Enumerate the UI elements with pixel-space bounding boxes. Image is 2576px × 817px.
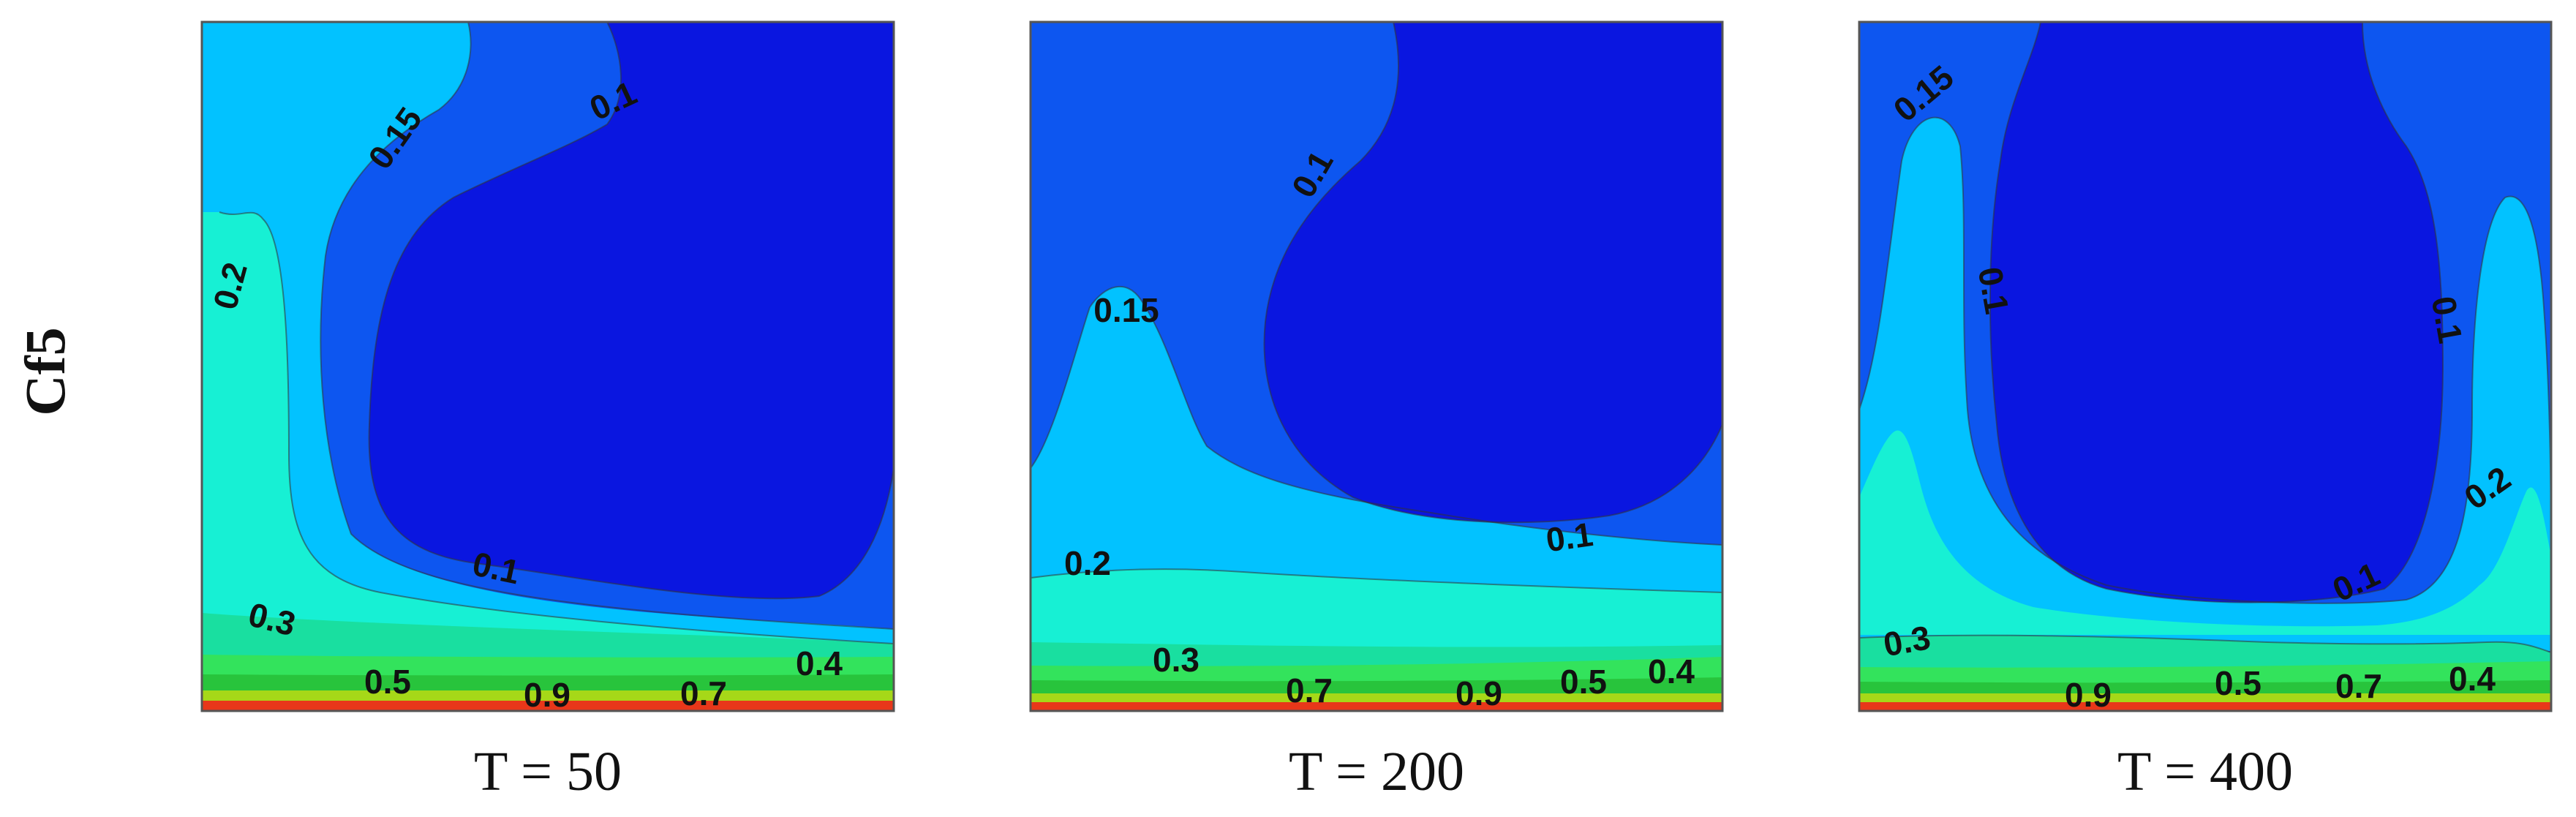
iso-line xyxy=(1859,116,2551,604)
iso-line xyxy=(1031,286,1722,546)
contour-label: 0.5 xyxy=(2215,664,2261,702)
contour-label: 0.4 xyxy=(1648,652,1695,690)
iso-line xyxy=(1031,568,1722,593)
contour-label: 0.7 xyxy=(1286,671,1333,709)
contour-label: 0.9 xyxy=(1455,674,1502,712)
band-0.2-0.3 xyxy=(1859,430,2551,635)
row-label: Cf5 xyxy=(13,327,77,415)
iso-line xyxy=(1859,634,2551,653)
iso-line xyxy=(1989,22,2444,603)
panel-frame xyxy=(200,20,895,712)
panel-title: T = 50 xyxy=(474,741,622,802)
contour-label: 0.7 xyxy=(2335,667,2382,705)
contour-label: 0.15 xyxy=(1093,291,1159,329)
band-gt-0.9 xyxy=(1031,702,1722,711)
contour-fill-t400 xyxy=(1859,22,2551,711)
contour-label: 0.3 xyxy=(1153,641,1200,679)
contour-fill-t200 xyxy=(1031,22,1722,711)
band-lt-0.1 xyxy=(369,22,894,599)
panel-frame xyxy=(1029,20,1724,712)
panel-frame xyxy=(1858,20,2553,712)
iso-line xyxy=(219,211,894,644)
contour-label: 0.9 xyxy=(524,676,570,714)
panel-t50: 0.1 0.15 0.2 0.1 0.3 0.5 0.9 0.7 0.4 T =… xyxy=(200,20,895,802)
panel-t400: 0.15 0.1 0.1 0.2 0.1 0.3 0.9 0.5 0.7 0.4… xyxy=(1858,20,2553,802)
band-gt-0.9 xyxy=(1859,702,2551,711)
contour-label: 0.1 xyxy=(1971,264,2016,317)
contour-label: 0.9 xyxy=(2065,676,2112,714)
panel-t200: 0.1 0.15 0.1 0.2 0.3 0.7 0.9 0.5 0.4 T =… xyxy=(1029,20,1724,802)
contour-label: 0.5 xyxy=(1560,663,1607,701)
contour-fill-t50 xyxy=(202,22,894,711)
band-gt-0.9 xyxy=(202,701,894,711)
contour-label: 0.1 xyxy=(1543,515,1595,559)
band-lt-0.1 xyxy=(1989,22,2443,603)
panel-title: T = 200 xyxy=(1289,741,1464,802)
iso-line xyxy=(320,22,894,630)
contour-label: 0.4 xyxy=(2449,660,2496,698)
contour-label: 0.4 xyxy=(796,644,843,682)
contour-label: 0.3 xyxy=(1880,618,1933,663)
iso-line xyxy=(368,22,894,600)
contour-label: 0.7 xyxy=(680,674,727,712)
contour-label: 0.2 xyxy=(1064,544,1111,582)
panel-title: T = 400 xyxy=(2117,741,2293,802)
contour-label: 0.1 xyxy=(2425,293,2470,346)
iso-line xyxy=(1263,22,1722,524)
band-lt-0.1 xyxy=(1264,22,1722,523)
contour-label: 0.5 xyxy=(364,663,411,701)
